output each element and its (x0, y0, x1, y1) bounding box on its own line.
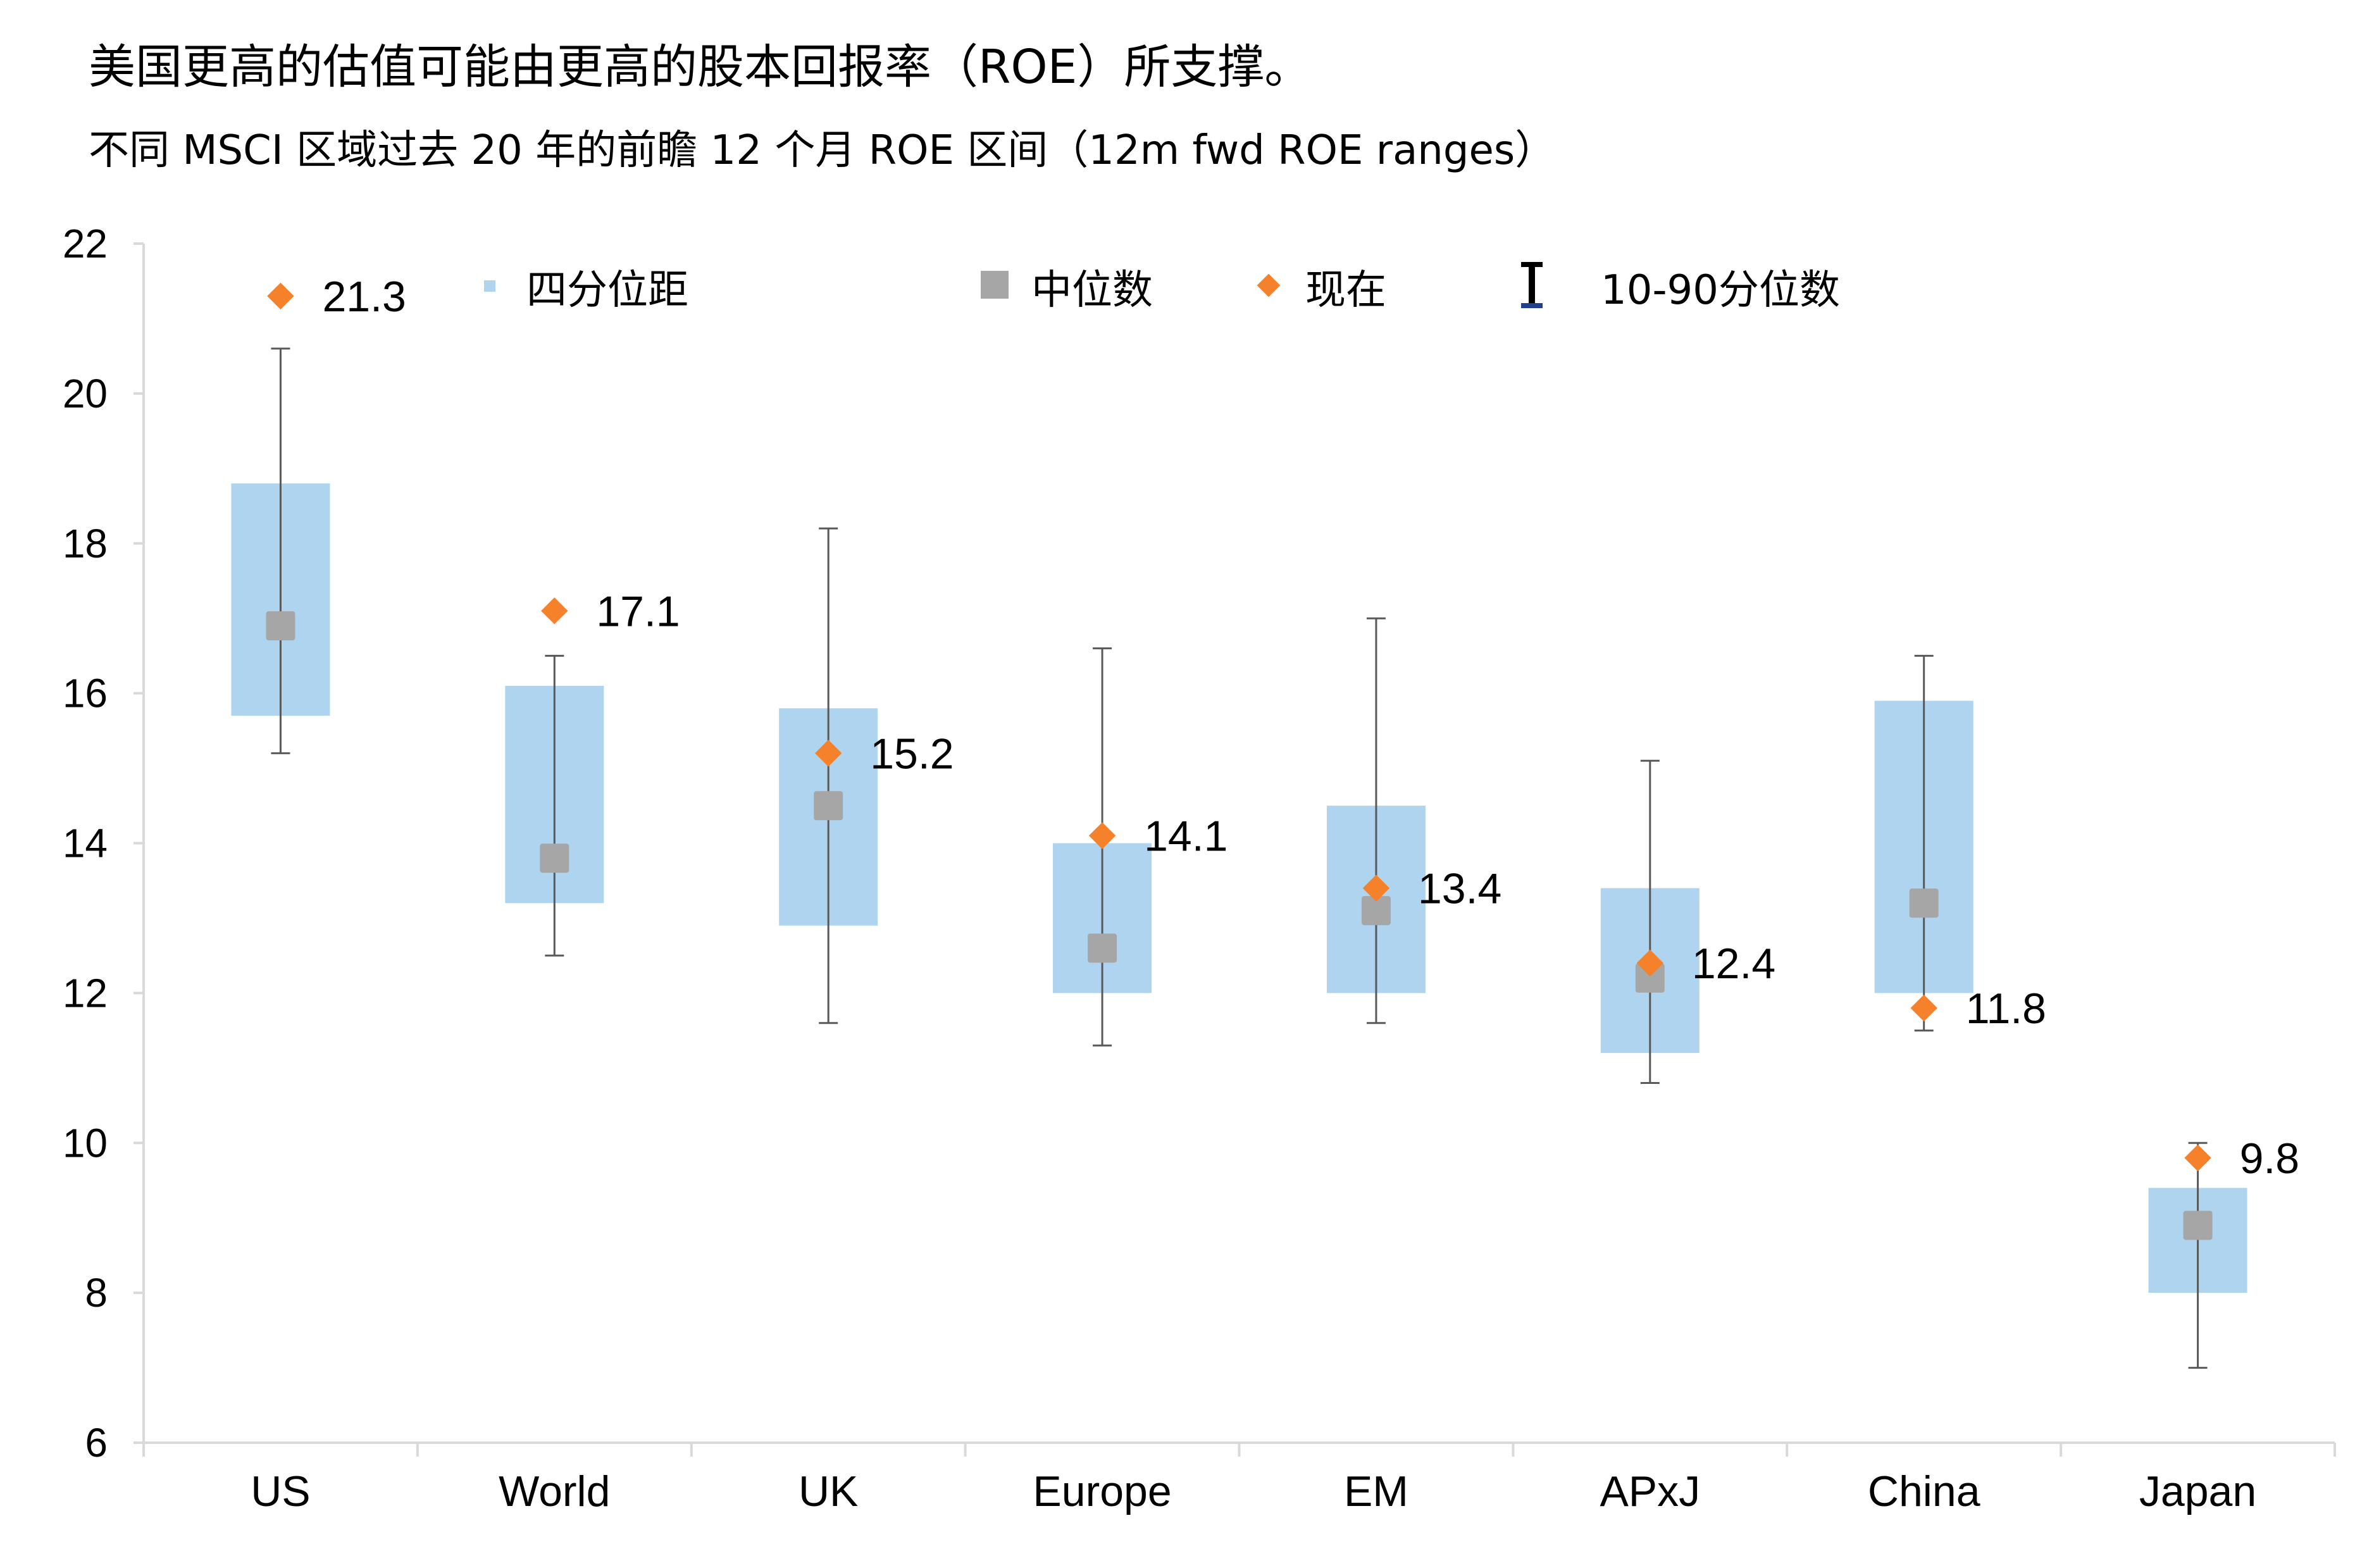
current-value-label: 11.8 (1966, 985, 2046, 1033)
x-category-label: UK (799, 1467, 858, 1515)
current-value-label: 9.8 (2240, 1135, 2300, 1183)
legend-iqr-label: 四分位距 (526, 267, 688, 314)
x-category-label: Europe (1033, 1467, 1171, 1515)
median-marker (2183, 1210, 2213, 1240)
median-marker (540, 843, 569, 873)
median-marker (1088, 933, 1117, 963)
current-marker (541, 597, 568, 625)
x-category-label: Japan (2139, 1467, 2256, 1515)
x-category-label: World (499, 1467, 610, 1515)
y-tick-label: 8 (85, 1270, 108, 1316)
legend-current-label: 现在 (1305, 267, 1386, 314)
y-tick-label: 22 (63, 221, 108, 266)
current-marker (1910, 994, 1937, 1022)
current-value-label: 21.3 (322, 273, 406, 321)
legend-current-swatch (1257, 273, 1281, 297)
current-value-label: 14.1 (1144, 812, 1227, 861)
median-marker (266, 611, 295, 641)
legend-range-icon (1521, 262, 1543, 308)
y-tick-label: 12 (63, 970, 108, 1016)
current-value-label: 17.1 (596, 587, 680, 635)
current-marker (267, 282, 294, 310)
y-tick-label: 20 (63, 371, 108, 416)
current-value-label: 15.2 (870, 730, 954, 778)
current-marker (1088, 822, 1116, 849)
legend-range-label: 10-90分位数 (1601, 267, 1840, 314)
y-tick-label: 14 (63, 821, 108, 866)
median-marker (1361, 896, 1391, 926)
legend-median-label: 中位数 (1031, 267, 1153, 314)
iqr-boxes (231, 483, 2247, 1293)
y-tick-label: 16 (63, 671, 108, 716)
y-tick-label: 18 (63, 521, 108, 566)
current-marker (1636, 949, 1664, 977)
current-marker (814, 740, 842, 767)
value-labels: 21.3 17.1 15.2 14.1 13.4 12.4 11.8 9.8 (322, 273, 2299, 1183)
axes: 6 8 10 12 14 16 18 20 22 US World UK Europe EM APxJ Chi… (63, 221, 2336, 1515)
y-tick-label: 10 (63, 1120, 108, 1166)
y-tick-label: 6 (85, 1420, 108, 1465)
current-marker (2184, 1144, 2211, 1172)
median-marker (1909, 888, 1939, 918)
legend-iqr-swatch (484, 280, 495, 292)
x-category-label: EM (1344, 1467, 1408, 1515)
x-category-label: APxJ (1600, 1467, 1700, 1515)
x-category-label: China (1868, 1467, 1980, 1515)
current-markers (267, 282, 2211, 1172)
current-value-label: 12.4 (1692, 940, 1775, 988)
x-category-label: US (251, 1467, 310, 1515)
median-marker (1635, 963, 1665, 993)
chart-subtitle: 不同 MSCI 区域过去 20 年的前瞻 12 个月 ROE 区间（12m fw… (89, 127, 1556, 174)
median-marker (814, 791, 843, 821)
current-value-label: 13.4 (1418, 865, 1501, 913)
chart-title: 美国更高的估值可能由更高的股本回报率（ROE）所支撑。 (89, 40, 1312, 94)
median-markers (266, 611, 2213, 1240)
legend-median-swatch (981, 271, 1009, 299)
legend: 四分位距 中位数 现在 10-90分位数 (484, 262, 1840, 314)
current-marker (1362, 874, 1390, 902)
